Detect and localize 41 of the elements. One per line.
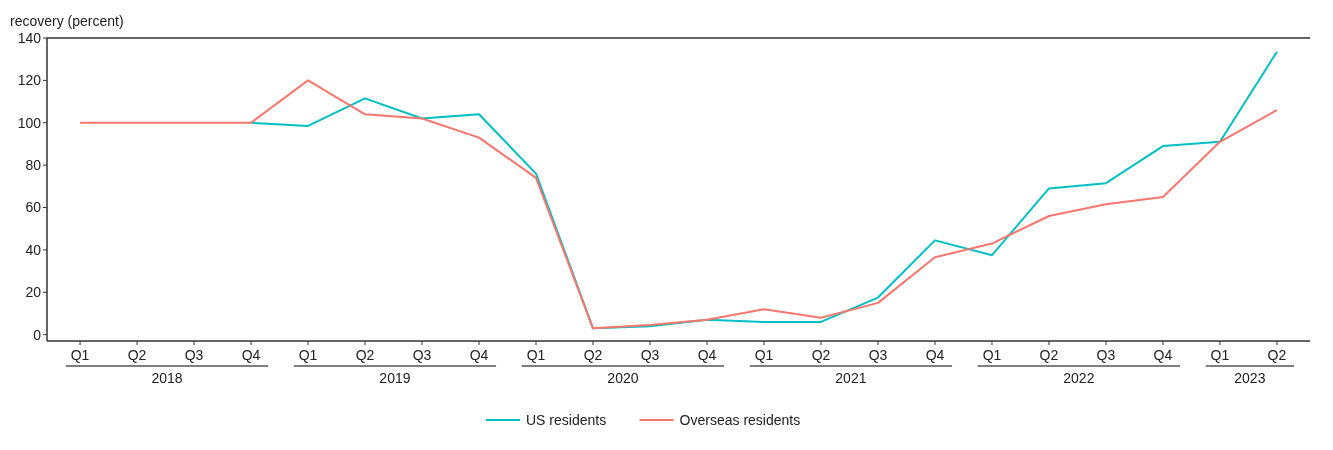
x-tick-label: Q1	[754, 347, 774, 363]
x-tick-label: Q3	[1096, 347, 1116, 363]
text: 2018	[151, 370, 183, 386]
y-tick-label: 80	[25, 157, 42, 174]
x-tick-label: Q4	[1153, 347, 1173, 363]
y-tick-label: 140	[17, 29, 42, 46]
line-series	[250, 50, 1278, 330]
y-tick-label: 120	[17, 72, 42, 89]
legend-label: US residents	[526, 411, 607, 428]
text: 2020	[607, 370, 639, 386]
text: 2019	[379, 370, 411, 386]
y-tick-label: 0	[33, 326, 42, 343]
text: 2022	[1063, 370, 1095, 386]
x-tick-label: Q2	[1267, 347, 1287, 363]
x-tick-label: Q1	[526, 347, 546, 363]
x-tick-label: Q3	[868, 347, 888, 363]
y-tick-label: 100	[17, 114, 42, 131]
line-series	[79, 79, 1278, 330]
x-tick-label: Q2	[1039, 347, 1059, 363]
x-tick-label: Q4	[469, 347, 489, 363]
text: 2023	[1234, 370, 1266, 386]
x-tick-label: Q3	[640, 347, 660, 363]
x-tick-label: Q4	[697, 347, 717, 363]
x-tick-label: Q2	[127, 347, 147, 363]
y-tick-label: 20	[25, 284, 42, 301]
text: 2021	[835, 370, 867, 386]
x-tick-label: Q2	[583, 347, 603, 363]
y-tick-label: 40	[25, 241, 42, 258]
x-tick-label: Q2	[811, 347, 831, 363]
x-tick-label: Q1	[298, 347, 318, 363]
y-tick-label: 60	[25, 199, 42, 216]
x-tick-label: Q3	[412, 347, 432, 363]
x-tick-label: Q1	[982, 347, 1002, 363]
legend-label: Overseas residents	[679, 411, 801, 428]
x-tick-label: Q2	[355, 347, 375, 363]
x-tick-label: Q4	[241, 347, 261, 363]
x-tick-label: Q3	[184, 347, 204, 363]
x-tick-label: Q1	[70, 347, 90, 363]
x-tick-label: Q4	[925, 347, 945, 363]
x-tick-label: Q1	[1210, 347, 1230, 363]
y-axis-title: recovery (percent)	[10, 13, 124, 29]
